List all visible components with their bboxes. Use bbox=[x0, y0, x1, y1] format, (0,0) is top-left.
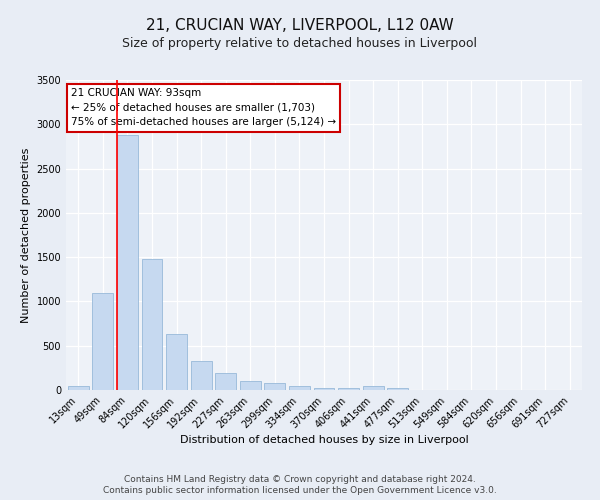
Y-axis label: Number of detached properties: Number of detached properties bbox=[21, 148, 31, 322]
Bar bbox=[215, 373, 236, 390]
Bar bbox=[362, 386, 383, 390]
Bar bbox=[117, 135, 138, 390]
Bar bbox=[142, 259, 163, 390]
Bar bbox=[92, 292, 113, 390]
X-axis label: Distribution of detached houses by size in Liverpool: Distribution of detached houses by size … bbox=[179, 436, 469, 446]
Bar bbox=[265, 384, 286, 390]
Bar bbox=[240, 381, 261, 390]
Text: Size of property relative to detached houses in Liverpool: Size of property relative to detached ho… bbox=[122, 38, 478, 51]
Text: 21, CRUCIAN WAY, LIVERPOOL, L12 0AW: 21, CRUCIAN WAY, LIVERPOOL, L12 0AW bbox=[146, 18, 454, 32]
Bar bbox=[166, 334, 187, 390]
Bar bbox=[314, 388, 334, 390]
Bar bbox=[387, 388, 408, 390]
Bar bbox=[68, 386, 89, 390]
Bar bbox=[191, 361, 212, 390]
Text: 21 CRUCIAN WAY: 93sqm
← 25% of detached houses are smaller (1,703)
75% of semi-d: 21 CRUCIAN WAY: 93sqm ← 25% of detached … bbox=[71, 88, 336, 128]
Text: Contains public sector information licensed under the Open Government Licence v3: Contains public sector information licen… bbox=[103, 486, 497, 495]
Bar bbox=[289, 386, 310, 390]
Text: Contains HM Land Registry data © Crown copyright and database right 2024.: Contains HM Land Registry data © Crown c… bbox=[124, 475, 476, 484]
Bar bbox=[338, 388, 359, 390]
